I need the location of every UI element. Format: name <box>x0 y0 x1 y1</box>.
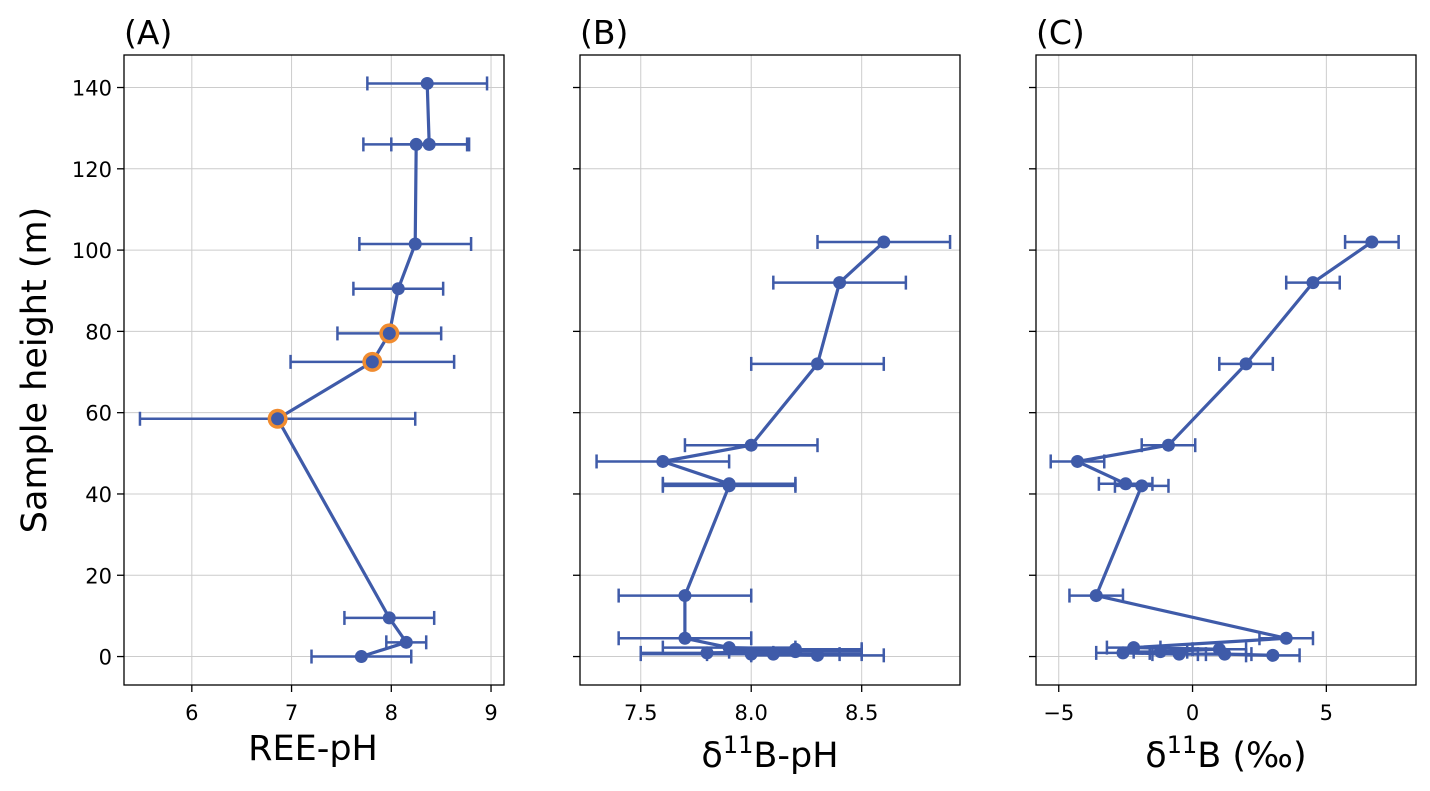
x-tick-label: 5 <box>1320 701 1333 725</box>
data-point <box>744 438 758 452</box>
x-tick-label: 0 <box>1186 701 1199 725</box>
data-point <box>788 645 802 659</box>
x-tick-label: 6 <box>185 701 198 725</box>
data-point <box>1172 647 1186 661</box>
data-point <box>1089 589 1103 603</box>
panel-a-x-axis-label: REE-pH <box>248 729 378 769</box>
data-point <box>422 137 436 151</box>
y-tick-label: 60 <box>85 402 112 426</box>
data-point <box>1365 235 1379 249</box>
data-point <box>1161 438 1175 452</box>
data-point <box>877 235 891 249</box>
data-point <box>1070 454 1084 468</box>
panel-c-x-axis-label: δ11B (‰) <box>1145 731 1306 776</box>
panel-b-title: (B) <box>580 13 628 52</box>
data-point <box>382 326 396 340</box>
data-point <box>811 648 824 662</box>
y-tick-label: 80 <box>85 320 112 344</box>
x-tick-label: 7.5 <box>624 701 657 725</box>
series-line <box>276 83 431 659</box>
data-point <box>700 646 714 660</box>
panel-a: 6 7 8 9 0 20 40 60 80 100 120 140 (A) REE-pH <box>72 13 505 769</box>
data-point <box>420 76 434 90</box>
y-tick-label: 20 <box>85 564 112 588</box>
axes-frame <box>579 54 961 686</box>
data-point <box>1279 631 1293 645</box>
panel-c: −5 0 5 (C) δ11B (‰) <box>1029 13 1417 776</box>
data-point <box>722 641 736 655</box>
data-point <box>408 237 422 251</box>
y-axis-label: Sample height (m) <box>15 207 55 533</box>
data-point <box>766 647 780 661</box>
panel-b-x-axis-label: δ11B-pH <box>701 731 838 776</box>
panel-c-title: (C) <box>1036 13 1085 52</box>
y-tick-label: 0 <box>99 646 112 670</box>
data-point <box>1266 648 1280 662</box>
plot-layer: −5 0 5 <box>1029 54 1417 725</box>
data-point <box>354 650 368 664</box>
data-point <box>656 454 670 468</box>
panel-b: 7.5 8.0 8.5 (B) δ11B-pH <box>573 13 961 776</box>
data-point <box>271 412 285 426</box>
data-point <box>1218 647 1232 661</box>
x-tick-label: 8 <box>385 701 398 725</box>
x-tick-label: 8.5 <box>845 701 878 725</box>
series-line <box>661 240 885 657</box>
y-tick-label: 120 <box>72 158 112 182</box>
data-point <box>1153 645 1167 659</box>
axes-frame <box>123 54 505 686</box>
data-point <box>365 355 379 369</box>
data-point <box>1116 646 1130 660</box>
y-tick-label: 40 <box>85 483 112 507</box>
plot-layer: 7.5 8.0 8.5 <box>573 54 961 725</box>
data-point <box>833 276 847 290</box>
data-point <box>678 631 692 645</box>
panel-a-title: (A) <box>124 13 172 52</box>
plot-layer: 6 7 8 9 0 20 40 60 80 100 120 140 <box>72 54 505 725</box>
axes-frame <box>1035 54 1417 686</box>
data-point <box>1135 479 1149 493</box>
data-point <box>382 611 396 625</box>
data-point <box>678 589 692 603</box>
data-point <box>1239 357 1253 371</box>
data-point <box>811 357 824 371</box>
data-point <box>399 635 413 649</box>
x-tick-label: 9 <box>484 701 497 725</box>
data-point <box>1306 276 1320 290</box>
data-point <box>744 647 758 661</box>
data-point <box>409 137 423 151</box>
data-point <box>1127 641 1141 655</box>
x-tick-label: −5 <box>1043 701 1074 725</box>
data-point <box>1119 477 1133 491</box>
y-tick-label: 100 <box>72 239 112 263</box>
data-point <box>722 479 736 493</box>
series-line <box>1075 240 1373 657</box>
data-point <box>391 282 405 296</box>
x-tick-label: 8.0 <box>735 701 768 725</box>
x-tick-label: 7 <box>285 701 298 725</box>
y-tick-label: 140 <box>72 77 112 101</box>
